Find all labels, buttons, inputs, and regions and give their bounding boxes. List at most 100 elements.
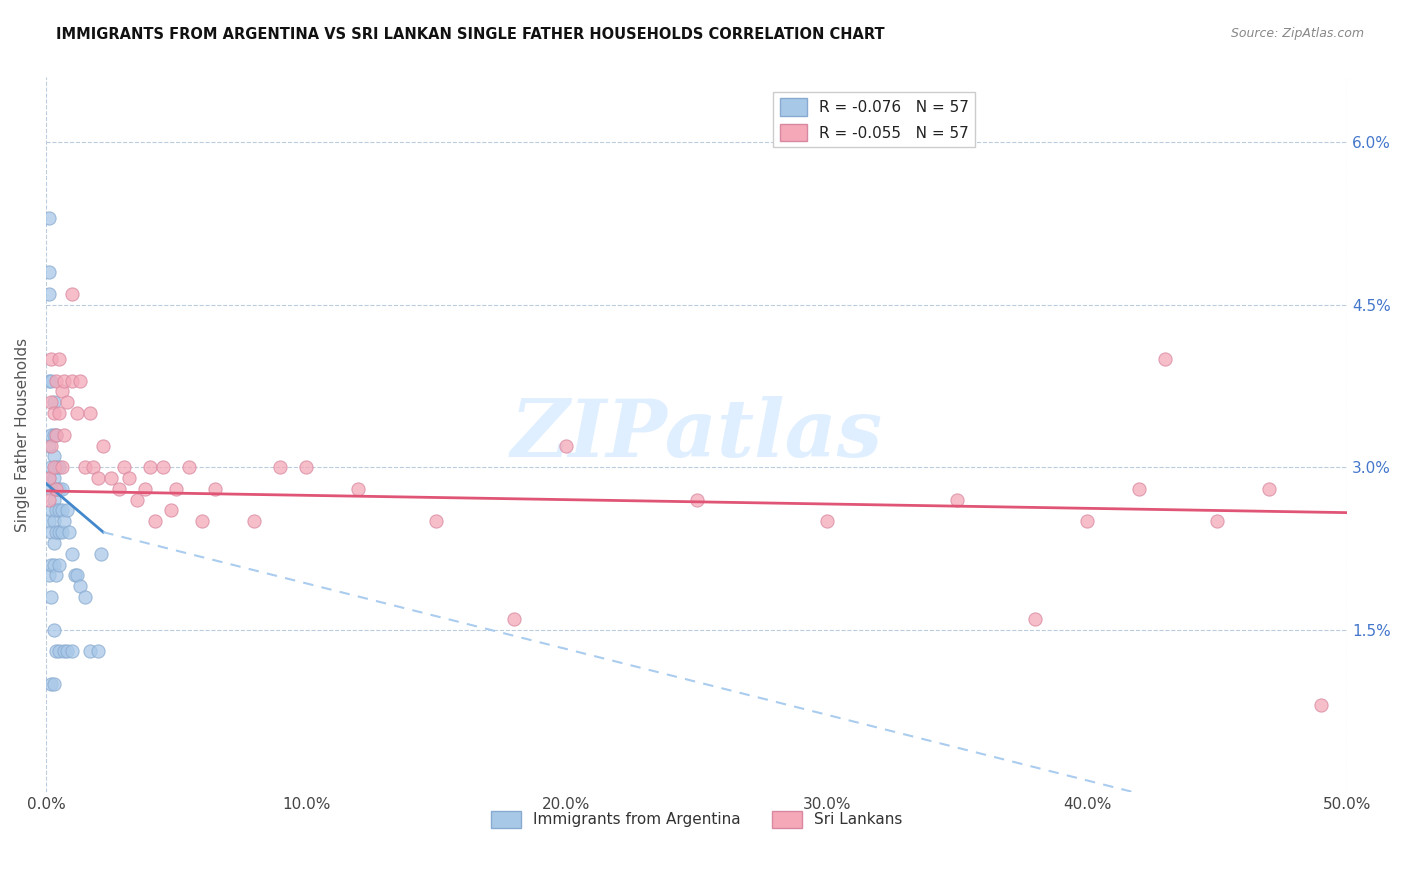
Point bbox=[1024, 612, 1046, 626]
Point bbox=[39, 438, 62, 452]
Point bbox=[38, 492, 60, 507]
Point bbox=[90, 547, 112, 561]
Point bbox=[347, 482, 370, 496]
Point bbox=[42, 558, 65, 572]
Point bbox=[42, 406, 65, 420]
Point bbox=[1076, 514, 1098, 528]
Legend: Immigrants from Argentina, Sri Lankans: Immigrants from Argentina, Sri Lankans bbox=[485, 805, 908, 834]
Point bbox=[45, 460, 67, 475]
Point bbox=[51, 482, 73, 496]
Point bbox=[45, 374, 67, 388]
Text: IMMIGRANTS FROM ARGENTINA VS SRI LANKAN SINGLE FATHER HOUSEHOLDS CORRELATION CHA: IMMIGRANTS FROM ARGENTINA VS SRI LANKAN … bbox=[56, 27, 884, 42]
Point bbox=[42, 536, 65, 550]
Point bbox=[60, 644, 83, 658]
Point bbox=[79, 406, 101, 420]
Point bbox=[179, 460, 201, 475]
Point bbox=[191, 514, 214, 528]
Point bbox=[42, 460, 65, 475]
Point bbox=[243, 514, 266, 528]
Point bbox=[51, 503, 73, 517]
Point bbox=[91, 438, 114, 452]
Point bbox=[39, 482, 62, 496]
Point bbox=[45, 482, 67, 496]
Point bbox=[1154, 351, 1177, 366]
Point bbox=[269, 460, 291, 475]
Point bbox=[38, 211, 60, 226]
Point bbox=[38, 568, 60, 582]
Point bbox=[38, 438, 60, 452]
Point bbox=[1206, 514, 1229, 528]
Point bbox=[45, 525, 67, 540]
Point bbox=[165, 482, 187, 496]
Point bbox=[125, 492, 148, 507]
Point bbox=[48, 503, 70, 517]
Point bbox=[45, 568, 67, 582]
Point bbox=[1258, 482, 1281, 496]
Point bbox=[139, 460, 162, 475]
Point bbox=[685, 492, 707, 507]
Point bbox=[51, 525, 73, 540]
Point bbox=[51, 460, 73, 475]
Point bbox=[82, 460, 104, 475]
Point bbox=[48, 482, 70, 496]
Point bbox=[42, 623, 65, 637]
Point bbox=[53, 644, 76, 658]
Point bbox=[51, 384, 73, 399]
Point bbox=[53, 374, 76, 388]
Point bbox=[39, 590, 62, 604]
Point bbox=[56, 503, 79, 517]
Point bbox=[69, 374, 91, 388]
Point bbox=[295, 460, 318, 475]
Point bbox=[66, 406, 89, 420]
Point bbox=[39, 395, 62, 409]
Point bbox=[38, 471, 60, 485]
Point bbox=[39, 676, 62, 690]
Point bbox=[118, 471, 141, 485]
Point bbox=[39, 460, 62, 475]
Point bbox=[152, 460, 174, 475]
Point bbox=[56, 644, 79, 658]
Y-axis label: Single Father Households: Single Father Households bbox=[15, 338, 30, 532]
Point bbox=[48, 525, 70, 540]
Point bbox=[53, 514, 76, 528]
Point bbox=[60, 287, 83, 301]
Point bbox=[45, 644, 67, 658]
Point bbox=[38, 514, 60, 528]
Point bbox=[42, 450, 65, 464]
Point bbox=[143, 514, 166, 528]
Point bbox=[39, 427, 62, 442]
Point bbox=[39, 558, 62, 572]
Point bbox=[204, 482, 226, 496]
Point bbox=[45, 427, 67, 442]
Point bbox=[60, 547, 83, 561]
Point bbox=[48, 406, 70, 420]
Point bbox=[38, 265, 60, 279]
Text: Source: ZipAtlas.com: Source: ZipAtlas.com bbox=[1230, 27, 1364, 40]
Point bbox=[108, 482, 131, 496]
Point bbox=[38, 374, 60, 388]
Point bbox=[42, 471, 65, 485]
Point bbox=[39, 351, 62, 366]
Point bbox=[1310, 698, 1333, 713]
Point bbox=[73, 590, 96, 604]
Point bbox=[555, 438, 578, 452]
Text: ZIPatlas: ZIPatlas bbox=[510, 396, 883, 474]
Point bbox=[42, 676, 65, 690]
Point bbox=[66, 568, 89, 582]
Point bbox=[425, 514, 447, 528]
Point bbox=[87, 644, 110, 658]
Point bbox=[39, 503, 62, 517]
Point bbox=[48, 644, 70, 658]
Point bbox=[56, 395, 79, 409]
Point bbox=[39, 374, 62, 388]
Point bbox=[45, 503, 67, 517]
Point bbox=[48, 460, 70, 475]
Point bbox=[100, 471, 122, 485]
Point bbox=[42, 514, 65, 528]
Point bbox=[87, 471, 110, 485]
Point bbox=[53, 427, 76, 442]
Point bbox=[815, 514, 838, 528]
Point bbox=[160, 503, 183, 517]
Point bbox=[946, 492, 969, 507]
Point bbox=[134, 482, 156, 496]
